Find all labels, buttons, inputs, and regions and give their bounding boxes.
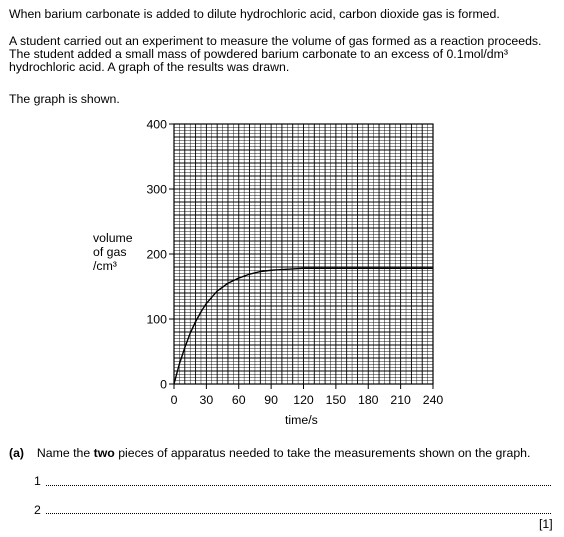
- x-tick-label: 180: [358, 393, 379, 407]
- paragraph-line: The student added a small mass of powder…: [9, 47, 508, 61]
- question-a-text-after: pieces of apparatus needed to take the m…: [114, 446, 531, 460]
- x-tick-label: 60: [232, 393, 246, 407]
- question-a-text-before: Name the: [36, 446, 94, 460]
- x-tick-label: 30: [200, 393, 214, 407]
- marks-label: [1]: [539, 517, 553, 531]
- answer-line-1[interactable]: [46, 485, 551, 486]
- question-a: (a) Name the two pieces of apparatus nee…: [9, 446, 530, 460]
- x-tick-label: 90: [264, 393, 278, 407]
- volume-curve: [173, 267, 433, 385]
- paragraph-line: A student carried out an experiment to m…: [9, 34, 542, 48]
- intro-text: When barium carbonate is added to dilute…: [9, 7, 500, 21]
- chart-grid: [173, 123, 434, 385]
- y-tick-label: 300: [146, 183, 167, 197]
- paragraph-line: hydrochloric acid. A graph of the result…: [9, 60, 290, 74]
- x-tick-label: 0: [171, 393, 178, 407]
- answer-line-number-1: 1: [34, 474, 41, 488]
- y-tick-label: 100: [146, 313, 167, 327]
- x-tick-label: 120: [293, 393, 314, 407]
- answer-line-number-2: 2: [34, 503, 41, 517]
- chart-ticks: 0 100 200 300 400 0 30 60 90 120 150 180 210 240: [146, 118, 443, 408]
- x-tick-label: 210: [390, 393, 411, 407]
- x-axis-label: time/s: [285, 413, 318, 427]
- y-tick-label: 0: [160, 378, 167, 392]
- x-tick-label: 150: [326, 393, 347, 407]
- y-tick-label: 400: [146, 118, 167, 132]
- chart-series: [173, 267, 433, 385]
- x-tick-label: 240: [423, 393, 444, 407]
- experiment-paragraph: A student carried out an experiment to m…: [9, 35, 554, 74]
- y-axis-label: volume of gas /cm³: [93, 231, 133, 273]
- y-axis-label-line: of gas: [93, 245, 127, 259]
- question-a-label: (a): [9, 446, 25, 460]
- y-axis-label-line: volume: [93, 231, 133, 245]
- y-axis-label-line: /cm³: [93, 259, 117, 273]
- graph-intro-text: The graph is shown.: [9, 92, 120, 106]
- y-tick-label: 200: [146, 248, 167, 262]
- answer-line-2[interactable]: [46, 513, 551, 514]
- question-a-text-bold: two: [93, 446, 115, 460]
